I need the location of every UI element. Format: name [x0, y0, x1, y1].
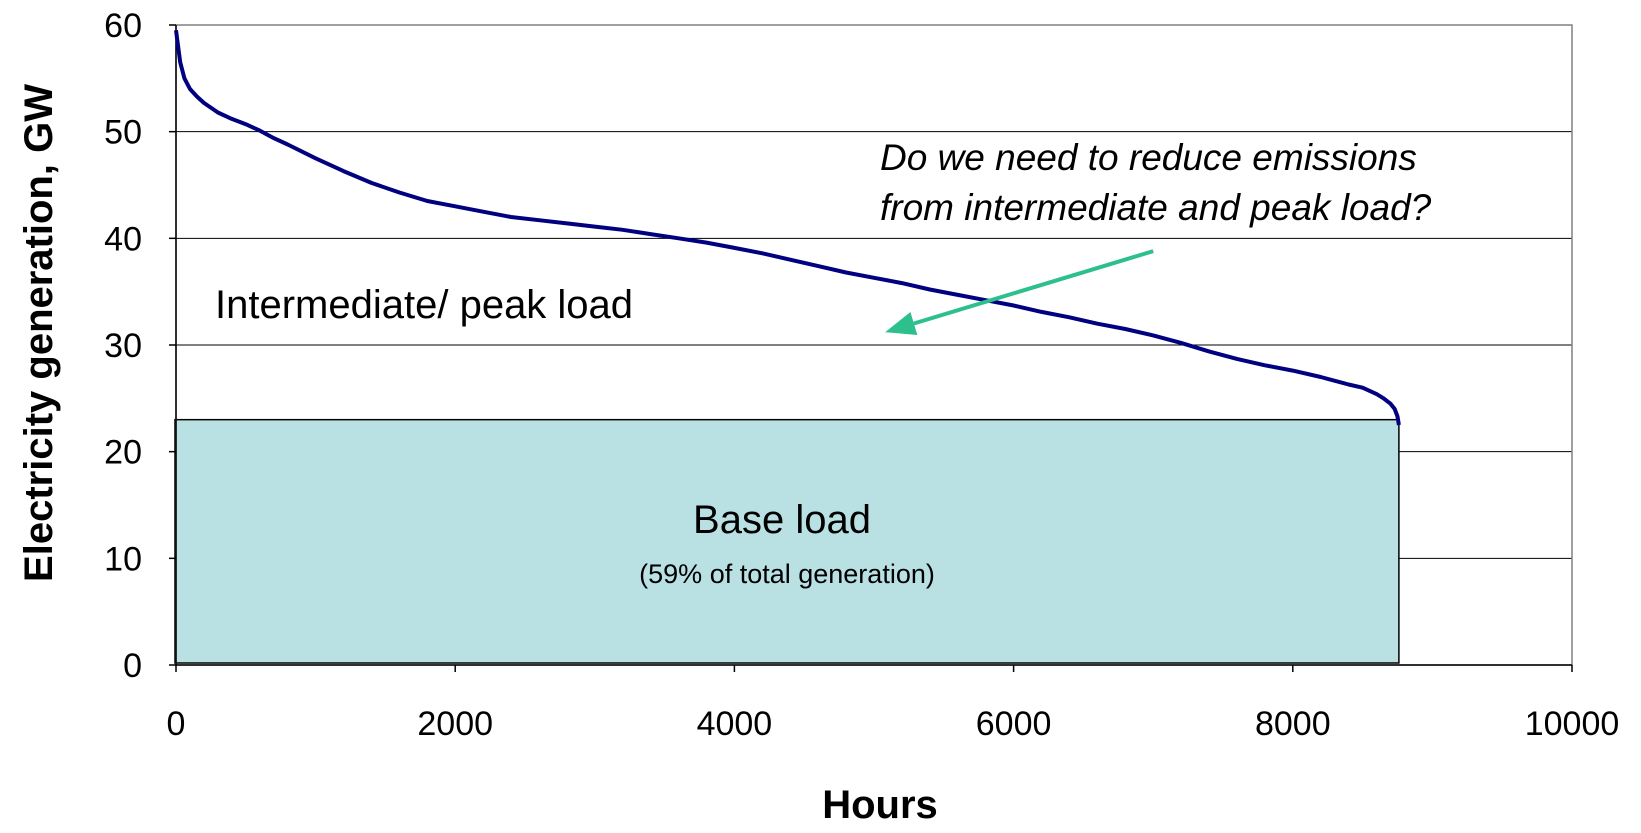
y-tick-label: 50 — [104, 114, 142, 152]
y-tick-label: 40 — [104, 220, 142, 258]
question-annotation-line2: from intermediate and peak load? — [880, 187, 1432, 228]
y-tick-label: 0 — [123, 647, 142, 685]
y-tick-label: 60 — [104, 7, 142, 45]
annotation-arrow — [885, 249, 1154, 336]
arrow-shaft — [913, 249, 1154, 326]
base-load-sublabel: (59% of total generation) — [639, 559, 935, 589]
question-annotation-line1: Do we need to reduce emissions — [880, 137, 1417, 178]
axes — [169, 24, 1573, 672]
base-load-area — [174, 418, 1400, 664]
y-tick-label: 10 — [104, 540, 142, 578]
y-axis-title: Electricity generation, GW — [17, 84, 61, 582]
tick-labels: 0 2000 4000 6000 8000 10000 0 10 20 30 40 50 60 — [104, 7, 1619, 743]
y-tick-label: 30 — [104, 327, 142, 365]
y-tick-label: 20 — [104, 434, 142, 472]
x-tick-label: 8000 — [1255, 705, 1331, 743]
x-tick-label: 4000 — [697, 705, 773, 743]
x-tick-label: 6000 — [976, 705, 1052, 743]
x-axis-title: Hours — [822, 783, 938, 827]
x-tick-label: 0 — [167, 705, 186, 743]
x-tick-label: 2000 — [417, 705, 493, 743]
arrow-head — [885, 312, 918, 336]
x-tick-label: 10000 — [1525, 705, 1620, 743]
intermediate-load-label: Intermediate/ peak load — [215, 283, 633, 327]
base-load-label: Base load — [693, 498, 871, 542]
load-duration-line — [174, 30, 1401, 426]
